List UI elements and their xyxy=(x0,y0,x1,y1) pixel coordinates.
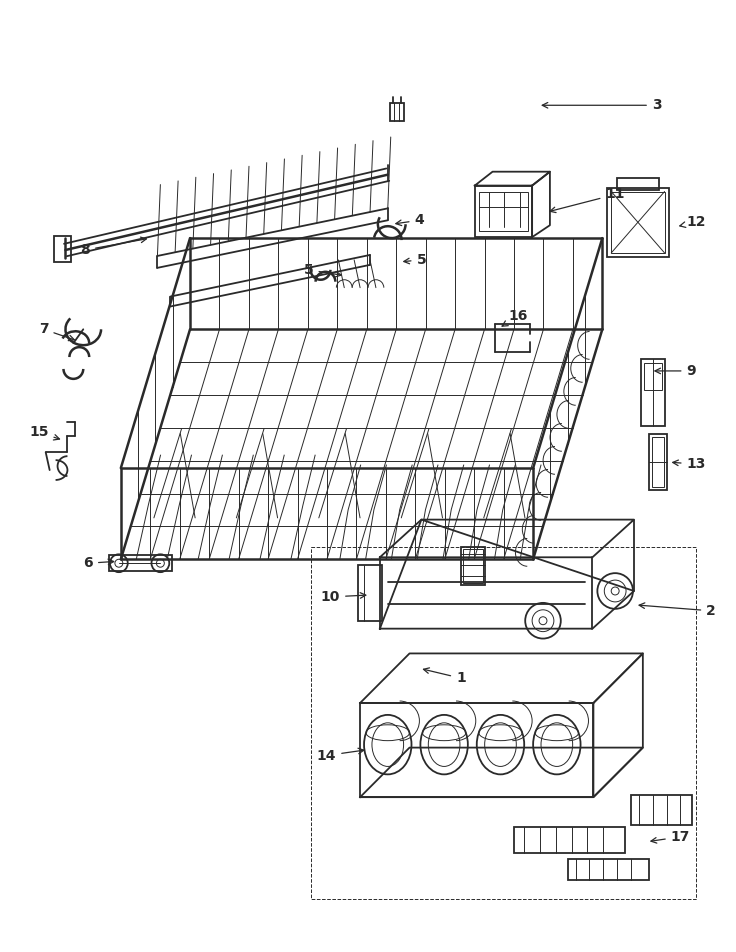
Text: 16: 16 xyxy=(502,309,528,327)
Text: 5: 5 xyxy=(404,253,426,267)
Text: 17: 17 xyxy=(651,830,690,843)
Text: 14: 14 xyxy=(316,748,364,763)
Bar xyxy=(607,188,668,257)
Bar xyxy=(311,547,696,900)
Bar xyxy=(641,359,665,426)
Bar xyxy=(360,703,593,797)
Bar xyxy=(631,795,693,825)
Text: 7: 7 xyxy=(39,323,74,341)
Text: 9: 9 xyxy=(655,364,696,378)
Bar xyxy=(475,186,532,237)
Bar xyxy=(644,363,662,390)
Text: 8: 8 xyxy=(80,237,146,257)
Text: 10: 10 xyxy=(321,590,366,604)
Text: 11: 11 xyxy=(550,188,625,212)
Bar xyxy=(109,555,172,571)
Text: 6: 6 xyxy=(83,556,113,570)
Bar xyxy=(652,437,664,486)
Text: 5: 5 xyxy=(304,263,342,277)
Text: 15: 15 xyxy=(29,426,60,440)
Bar xyxy=(358,565,382,621)
Bar xyxy=(390,103,403,121)
Text: 4: 4 xyxy=(396,213,424,228)
Text: 12: 12 xyxy=(680,215,706,229)
Bar xyxy=(478,191,528,231)
Bar xyxy=(463,549,483,583)
Bar xyxy=(649,434,667,490)
Text: 2: 2 xyxy=(639,603,716,618)
Text: 3: 3 xyxy=(542,98,662,112)
Text: 1: 1 xyxy=(423,668,466,685)
Bar xyxy=(567,859,649,881)
Text: 13: 13 xyxy=(673,457,706,471)
Bar xyxy=(618,178,659,189)
Bar xyxy=(54,236,71,262)
Bar xyxy=(461,547,485,585)
Bar xyxy=(611,191,665,253)
Bar xyxy=(514,827,625,853)
